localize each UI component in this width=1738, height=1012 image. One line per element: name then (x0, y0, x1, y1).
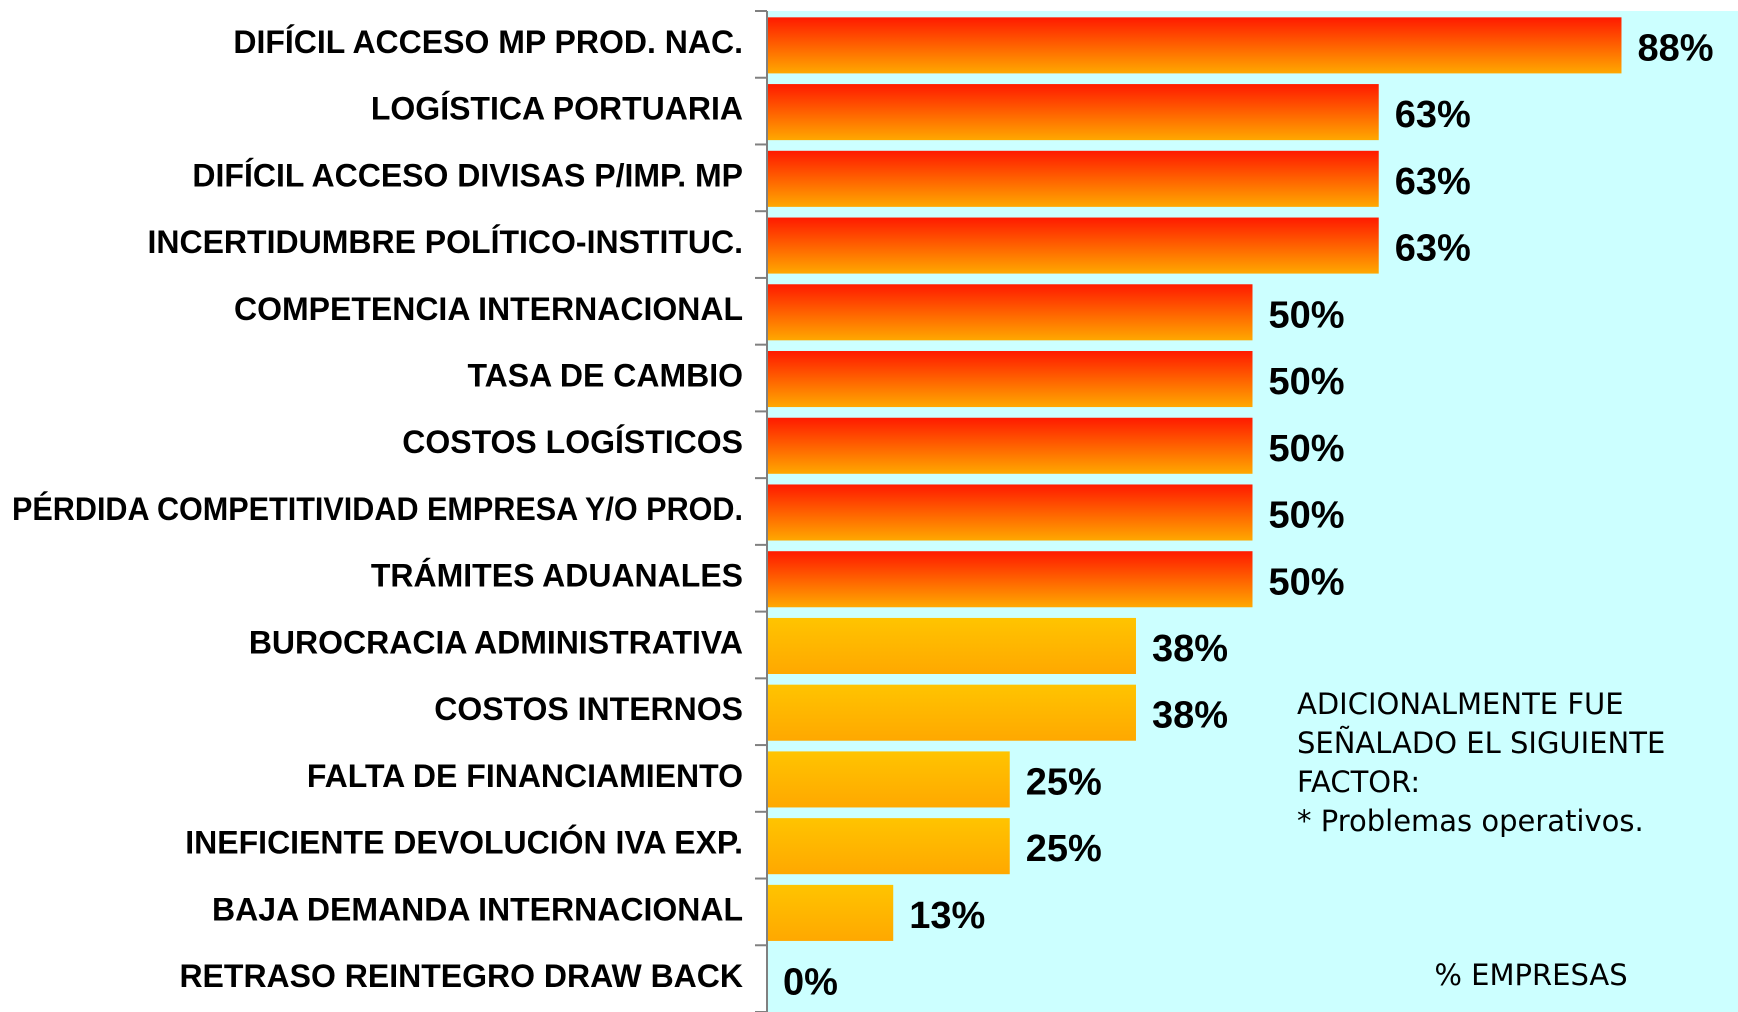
bar (767, 351, 1253, 408)
y-tick-label: LOGÍSTICA PORTUARIA (371, 91, 743, 127)
value-label: 50% (1269, 561, 1345, 603)
bar (767, 17, 1622, 74)
bar (767, 484, 1253, 541)
bar (767, 684, 1136, 741)
y-tick-label: TRÁMITES ADUANALES (371, 558, 743, 594)
bar (767, 751, 1010, 808)
value-label: 63% (1395, 161, 1471, 203)
y-tick-label: COSTOS INTERNOS (434, 691, 743, 727)
y-tick-label: COMPETENCIA INTERNACIONAL (234, 291, 743, 327)
value-label: 25% (1026, 761, 1102, 803)
x-axis-label: % EMPRESAS (1434, 958, 1627, 992)
y-tick-label: PÉRDIDA COMPETITIVIDAD EMPRESA Y/O PROD. (12, 491, 743, 527)
value-label: 88% (1637, 27, 1713, 69)
bar (767, 84, 1379, 141)
value-label: 63% (1395, 94, 1471, 136)
y-tick-label: BUROCRACIA ADMINISTRATIVA (249, 624, 743, 660)
value-label: 25% (1026, 828, 1102, 870)
y-tick-label: FALTA DE FINANCIAMIENTO (307, 758, 743, 794)
bar (767, 417, 1253, 474)
value-label: 0% (783, 962, 838, 1004)
value-label: 50% (1269, 495, 1345, 537)
annotation-line: FACTOR: (1297, 765, 1420, 799)
bar (767, 551, 1253, 608)
annotation-line: * Problemas operativos. (1297, 804, 1644, 838)
y-tick-label: RETRASO REINTEGRO DRAW BACK (179, 958, 743, 994)
y-tick-label: TASA DE CAMBIO (467, 357, 743, 393)
y-tick-label: INEFICIENTE DEVOLUCIÓN IVA EXP. (185, 825, 743, 861)
y-tick-label: COSTOS LOGÍSTICOS (402, 424, 743, 460)
value-label: 50% (1269, 294, 1345, 336)
annotation-line: ADICIONALMENTE FUE (1297, 687, 1624, 721)
value-label: 38% (1152, 628, 1228, 670)
y-tick-label: DIFÍCIL ACCESO DIVISAS P/IMP. MP (192, 157, 743, 193)
y-tick-label: DIFÍCIL ACCESO MP PROD. NAC. (233, 24, 743, 60)
value-label: 50% (1269, 428, 1345, 470)
bar (767, 217, 1379, 274)
bar (767, 284, 1253, 341)
bar (767, 617, 1136, 674)
bar (767, 818, 1010, 875)
value-label: 63% (1395, 228, 1471, 270)
value-label: 38% (1152, 695, 1228, 737)
y-tick-label: INCERTIDUMBRE POLÍTICO-INSTITUC. (147, 224, 743, 260)
y-tick-label: BAJA DEMANDA INTERNACIONAL (212, 891, 743, 927)
value-label: 50% (1269, 361, 1345, 403)
bar (767, 150, 1379, 207)
bar (767, 884, 894, 941)
annotation-line: SEÑALADO EL SIGUIENTE (1297, 726, 1665, 760)
value-label: 13% (909, 895, 985, 937)
